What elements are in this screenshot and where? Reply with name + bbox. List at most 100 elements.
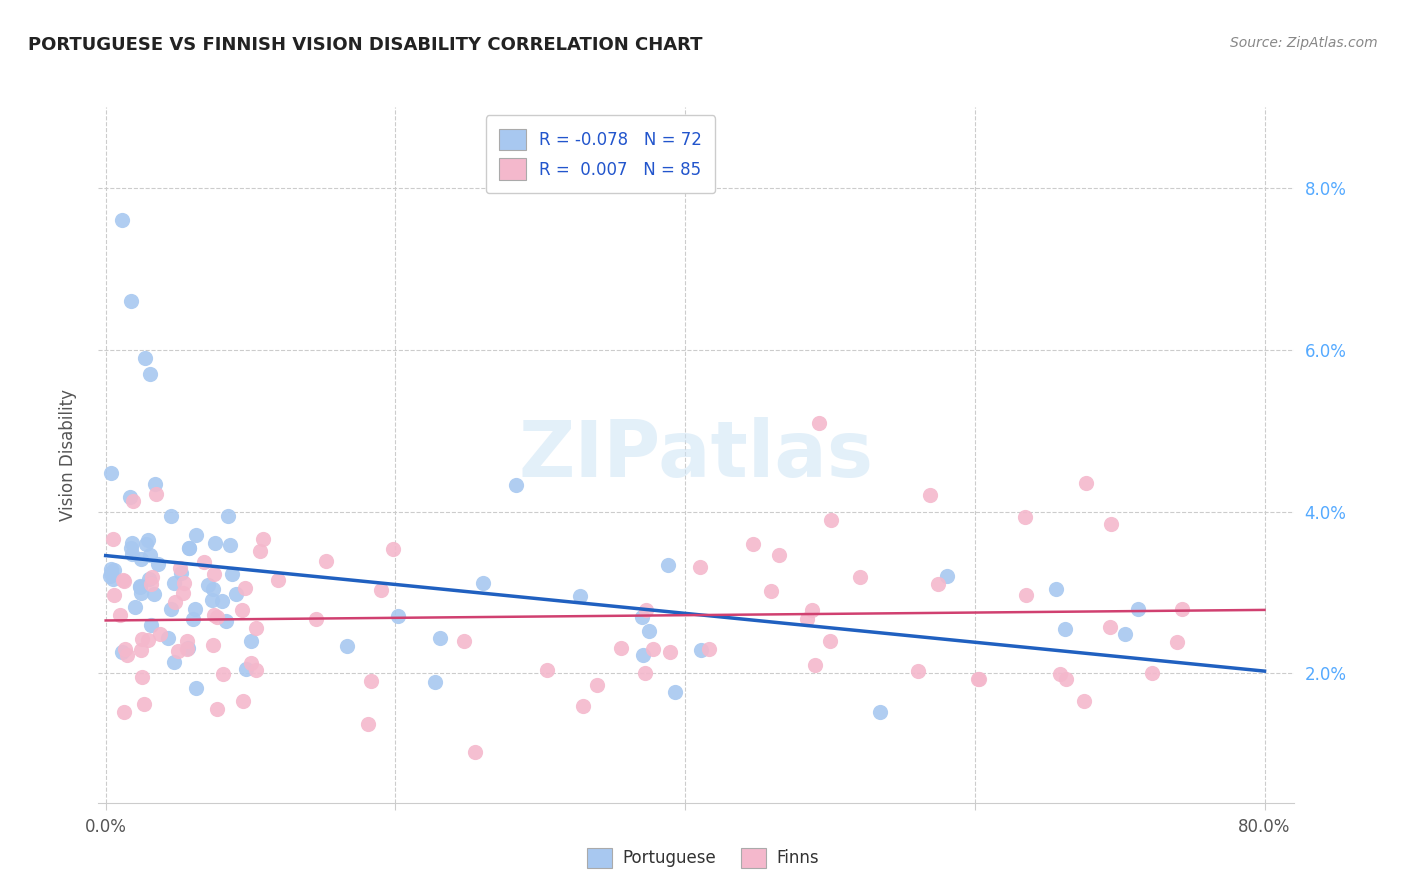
Point <box>849 569 872 583</box>
Point <box>907 664 929 678</box>
Point <box>204 536 226 550</box>
Point <box>131 632 153 647</box>
Point <box>103 588 125 602</box>
Point <box>1073 694 1095 708</box>
Point <box>101 532 124 546</box>
Point <box>967 672 990 686</box>
Point <box>657 558 679 572</box>
Point <box>641 641 664 656</box>
Point <box>239 656 262 670</box>
Point <box>176 633 198 648</box>
Point <box>193 556 215 570</box>
Point <box>633 648 655 663</box>
Point <box>145 486 167 500</box>
Point <box>1014 510 1036 524</box>
Point <box>927 577 949 591</box>
Point <box>143 476 166 491</box>
Point <box>586 678 609 692</box>
Point <box>129 586 152 600</box>
Point <box>305 612 328 626</box>
Point <box>231 603 253 617</box>
Point <box>101 572 124 586</box>
Y-axis label: Vision Disability: Vision Disability <box>59 389 77 521</box>
Point <box>141 570 163 584</box>
Point <box>177 541 200 556</box>
Point <box>638 624 661 638</box>
Point <box>202 567 225 582</box>
Point <box>202 608 225 623</box>
Point <box>121 494 143 508</box>
Point <box>176 642 198 657</box>
Point <box>170 566 193 580</box>
Point <box>138 572 160 586</box>
Point <box>160 508 183 523</box>
Point <box>103 563 125 577</box>
Point <box>936 568 959 582</box>
Point <box>471 576 494 591</box>
Point <box>360 673 382 688</box>
Point <box>136 633 159 648</box>
Point <box>146 557 169 571</box>
Point <box>429 631 451 645</box>
Point <box>215 614 238 628</box>
Point <box>1126 602 1149 616</box>
Legend: R = -0.078   N = 72, R =  0.007   N = 85: R = -0.078 N = 72, R = 0.007 N = 85 <box>485 115 716 194</box>
Point <box>115 648 138 662</box>
Point <box>201 593 224 607</box>
Point <box>211 594 233 608</box>
Point <box>741 537 763 551</box>
Point <box>124 599 146 614</box>
Point <box>112 574 135 588</box>
Point <box>120 541 142 555</box>
Point <box>536 663 558 677</box>
Point <box>245 621 267 635</box>
Point <box>138 367 160 381</box>
Point <box>139 548 162 562</box>
Point <box>807 416 830 430</box>
Point <box>869 705 891 719</box>
Point <box>201 582 224 596</box>
Point <box>131 670 153 684</box>
Point <box>118 490 141 504</box>
Point <box>252 532 274 546</box>
Point <box>1045 582 1067 596</box>
Point <box>121 547 143 561</box>
Point <box>112 574 135 588</box>
Point <box>659 644 682 658</box>
Point <box>132 697 155 711</box>
Point <box>135 537 157 551</box>
Point <box>610 641 633 656</box>
Point <box>804 657 827 672</box>
Text: ZIPatlas: ZIPatlas <box>519 417 873 493</box>
Point <box>464 745 486 759</box>
Point <box>249 543 271 558</box>
Point <box>357 717 380 731</box>
Point <box>315 554 337 568</box>
Point <box>110 213 132 227</box>
Point <box>156 631 179 645</box>
Point <box>800 603 823 617</box>
Point <box>1140 665 1163 680</box>
Point <box>1054 672 1077 686</box>
Legend: Portuguese, Finns: Portuguese, Finns <box>581 841 825 875</box>
Point <box>205 702 228 716</box>
Point <box>572 698 595 713</box>
Point <box>820 633 842 648</box>
Point <box>636 603 658 617</box>
Point <box>918 488 941 502</box>
Point <box>129 552 152 566</box>
Point <box>235 662 257 676</box>
Point <box>218 539 240 553</box>
Point <box>142 587 165 601</box>
Point <box>163 595 186 609</box>
Point <box>184 681 207 695</box>
Point <box>98 568 121 582</box>
Point <box>239 634 262 648</box>
Point <box>149 627 172 641</box>
Point <box>381 541 404 556</box>
Point <box>1170 601 1192 615</box>
Point <box>163 655 186 669</box>
Point <box>114 642 136 657</box>
Point <box>111 645 134 659</box>
Point <box>768 548 790 562</box>
